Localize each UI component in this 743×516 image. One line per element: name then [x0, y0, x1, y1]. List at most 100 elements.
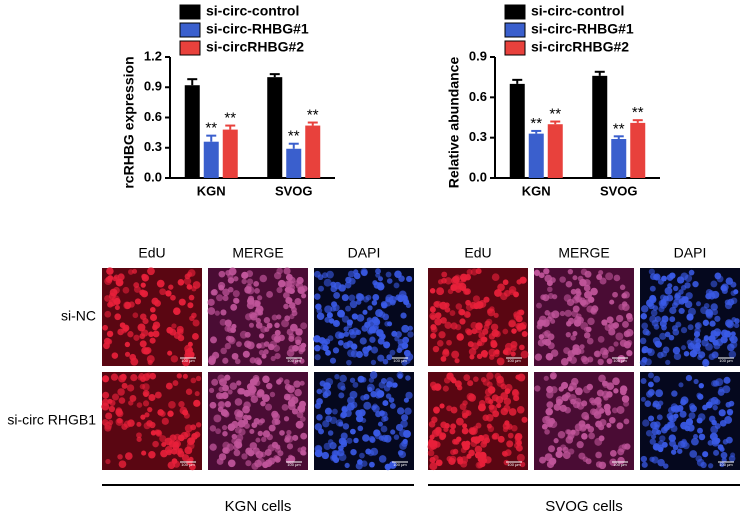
cell — [222, 357, 229, 364]
cell — [455, 324, 462, 331]
cell — [378, 455, 387, 463]
cell — [641, 322, 649, 330]
cell — [716, 275, 724, 283]
cell — [183, 412, 190, 419]
cell — [349, 377, 356, 383]
cell — [367, 305, 373, 311]
cell — [553, 403, 561, 411]
cell — [360, 268, 368, 276]
cell — [565, 280, 573, 288]
cell — [429, 312, 437, 320]
error-bar — [550, 120, 561, 125]
cell — [191, 312, 197, 319]
cell — [296, 411, 304, 419]
cell — [660, 298, 669, 307]
cell — [347, 396, 355, 405]
cell — [148, 451, 156, 459]
cell — [623, 400, 630, 407]
cell — [471, 436, 478, 442]
cell — [317, 274, 324, 281]
cell — [494, 289, 502, 297]
cell — [576, 441, 584, 449]
cell — [669, 272, 676, 279]
cell — [641, 461, 648, 468]
cell — [366, 317, 373, 323]
cell — [606, 316, 614, 324]
cell — [108, 405, 116, 413]
cell — [339, 374, 347, 383]
cell — [471, 342, 479, 351]
cell — [338, 392, 345, 399]
cell — [608, 345, 615, 353]
cell — [394, 336, 400, 342]
cell — [329, 416, 338, 425]
cell — [449, 428, 456, 435]
cell — [510, 351, 516, 357]
cell — [235, 413, 243, 421]
cell — [123, 301, 131, 310]
cell — [111, 393, 119, 401]
cell — [648, 415, 655, 422]
cell — [248, 322, 254, 328]
scale-bar-label: 100 μm — [287, 358, 301, 363]
cell — [219, 318, 227, 326]
cell — [564, 309, 572, 317]
cell — [390, 382, 396, 388]
cell — [579, 344, 585, 350]
cell — [546, 391, 554, 399]
cell — [327, 430, 334, 436]
cell — [621, 292, 627, 299]
cell — [359, 452, 365, 459]
cell — [254, 287, 260, 294]
cell — [231, 433, 238, 440]
cell — [654, 340, 660, 347]
cell — [371, 316, 379, 324]
cell — [585, 458, 592, 465]
cell — [300, 432, 308, 440]
cell — [237, 419, 246, 428]
cell — [299, 380, 305, 386]
cell — [504, 388, 511, 395]
cell — [192, 333, 199, 340]
cell — [599, 347, 608, 355]
cell — [503, 397, 512, 406]
error-bar — [632, 119, 643, 123]
cell — [403, 397, 409, 403]
cell — [369, 436, 376, 444]
error-bar — [206, 134, 217, 142]
cell — [725, 401, 732, 408]
cell — [574, 423, 583, 432]
cell — [496, 403, 502, 409]
cell — [640, 455, 648, 463]
cell — [167, 410, 174, 417]
cell — [710, 330, 717, 337]
cell — [439, 432, 447, 440]
x-tick-label: KGN — [522, 183, 551, 198]
cell — [680, 285, 687, 291]
error-bar — [269, 73, 280, 78]
cell — [519, 461, 526, 468]
bar — [509, 83, 525, 178]
cell — [316, 388, 323, 395]
significance-label: ** — [288, 128, 300, 145]
cell — [587, 317, 595, 326]
cell — [215, 428, 221, 435]
cell — [184, 424, 193, 433]
cell — [148, 393, 156, 402]
cell — [646, 390, 653, 398]
cell — [187, 347, 194, 353]
cell — [429, 288, 436, 294]
cell — [705, 293, 712, 300]
cell — [538, 334, 545, 340]
cell — [150, 306, 156, 313]
cell — [615, 314, 624, 323]
cell — [167, 350, 173, 356]
cell — [429, 441, 438, 450]
cell — [577, 275, 584, 282]
cell — [496, 357, 505, 366]
cell — [146, 420, 153, 427]
cell — [370, 359, 377, 366]
cell — [270, 355, 276, 362]
cell — [473, 302, 480, 310]
cell — [489, 405, 498, 414]
